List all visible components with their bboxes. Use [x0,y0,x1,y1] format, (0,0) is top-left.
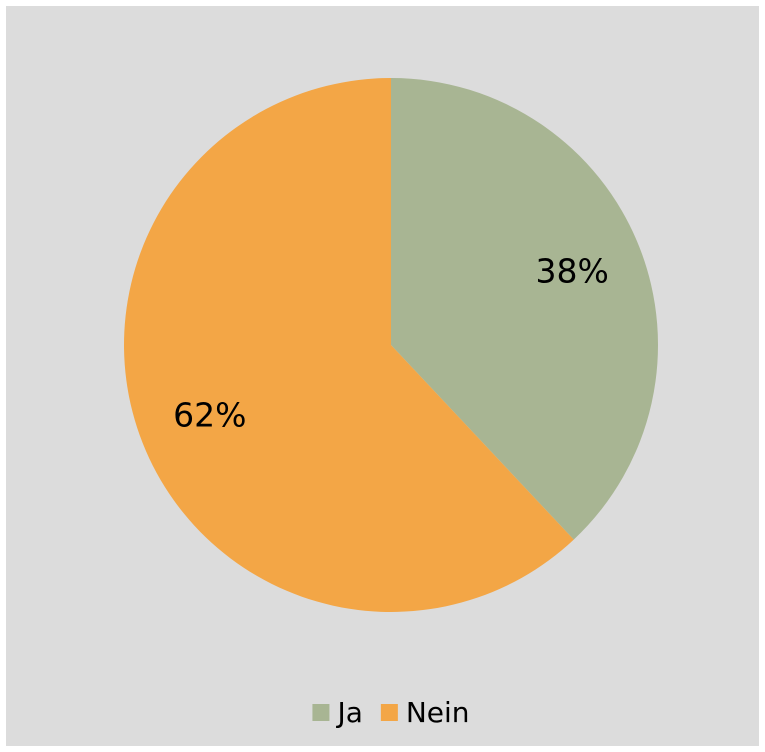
pie-slice [391,78,659,540]
legend-label: Nein [406,696,470,729]
pie-slice [124,78,574,612]
legend-label: Ja [335,696,362,729]
data-label: 38% [536,252,609,291]
data-label: 62% [173,395,246,434]
legend-swatch [380,704,398,721]
legend-swatch [312,704,330,721]
